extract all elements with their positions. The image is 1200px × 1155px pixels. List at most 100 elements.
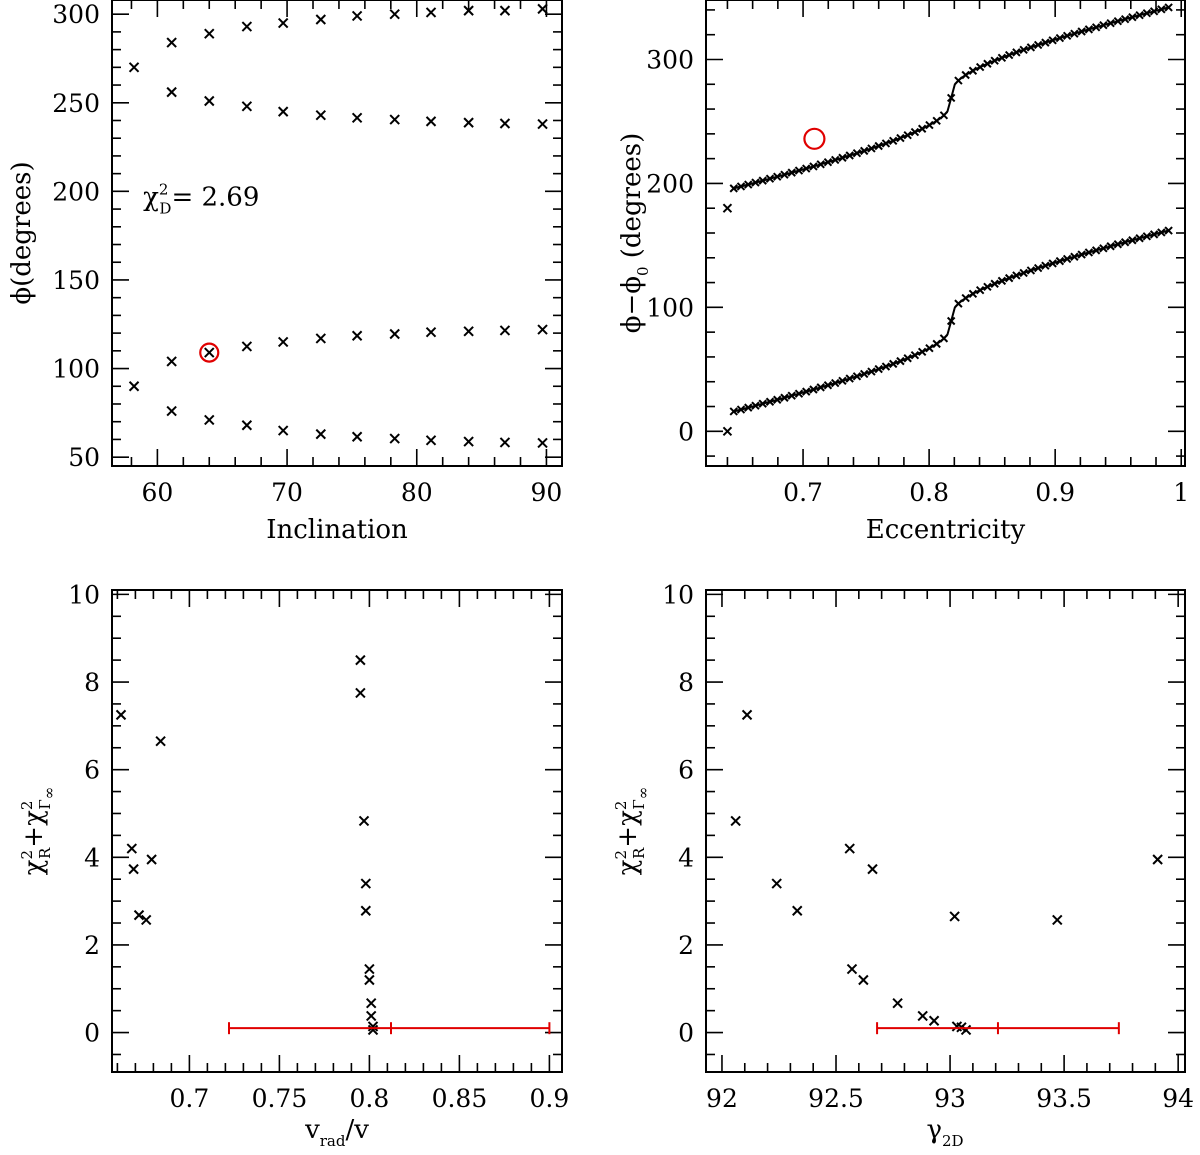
x-tick-label: 0.85 bbox=[432, 1084, 488, 1113]
data-point-b bbox=[844, 843, 855, 854]
data-point-b bbox=[771, 878, 782, 889]
lower-curve-point-b bbox=[1113, 240, 1123, 249]
upper-curve-point-b bbox=[874, 141, 883, 151]
y-label-sub-gamma: Γ bbox=[36, 799, 54, 809]
upper-curve-point-b bbox=[1120, 14, 1130, 24]
lower-curve-point-b bbox=[932, 339, 941, 349]
x-tick-label: 70 bbox=[271, 478, 303, 507]
y-tick-label: 8 bbox=[678, 668, 694, 697]
upper-curve-point-b bbox=[954, 76, 963, 85]
y-label-plus-chi: +χ bbox=[19, 810, 49, 848]
data-point-b bbox=[277, 425, 289, 436]
y-tick-label: 100 bbox=[52, 355, 100, 384]
lower-curve-point-b bbox=[990, 279, 999, 288]
lower-curve-point-b bbox=[1062, 254, 1072, 264]
data-point-b bbox=[166, 37, 177, 48]
y-tick-label: 150 bbox=[52, 266, 100, 295]
y-label-sub-r: R bbox=[36, 847, 54, 859]
data-point-b bbox=[126, 843, 138, 854]
upper-curve-point-b bbox=[823, 157, 833, 167]
plot-frame bbox=[705, 589, 1186, 1073]
data-point-b bbox=[425, 116, 437, 127]
y-tick-label: 10 bbox=[68, 580, 100, 609]
upper-curve-point-b bbox=[1070, 29, 1079, 38]
y-tick-label: 0 bbox=[678, 1019, 694, 1048]
upper-curve-point-b bbox=[990, 56, 999, 65]
lower-curve-point-b bbox=[881, 362, 891, 371]
lower-curve-point-b bbox=[975, 285, 985, 295]
chi-sub: D bbox=[159, 200, 171, 218]
lower-curve-point-b bbox=[802, 387, 811, 396]
data-point-b bbox=[463, 436, 474, 447]
lower-curve-point-b bbox=[1135, 234, 1144, 243]
data-point-b bbox=[204, 95, 215, 107]
x-tick-label: 90 bbox=[531, 478, 563, 507]
y-axis-label: ϕ−ϕ0 (degrees) bbox=[617, 133, 652, 334]
chi2-annotation: χ2 D= 2.69 bbox=[143, 181, 259, 218]
lower-curve-point-b bbox=[830, 378, 840, 388]
data-point-b bbox=[537, 3, 548, 15]
data-point-b bbox=[204, 414, 215, 426]
upper-curve-point-b bbox=[1142, 9, 1152, 18]
upper-curve-point-b bbox=[1033, 40, 1043, 50]
x-tick-label: 80 bbox=[401, 478, 433, 507]
lower-curve-point-b bbox=[968, 289, 978, 299]
data-point-b bbox=[355, 654, 366, 666]
y-axis-label: ϕ(degrees) bbox=[7, 161, 37, 304]
data-point-b bbox=[365, 997, 377, 1009]
lower-curve-point-b bbox=[888, 359, 898, 369]
upper-curve-point-b bbox=[1113, 16, 1123, 26]
x-tick-label: 92 bbox=[706, 1084, 738, 1113]
data-point-b bbox=[315, 109, 326, 121]
panel-inclination-phi: 60 70 80 90 50 100 150 200 250 300 Inclination ϕ(de… bbox=[7, 0, 563, 545]
data-point-b bbox=[351, 112, 363, 124]
chi-value: = 2.69 bbox=[171, 183, 259, 213]
y-axis-label: χ2R+χ2Γ∞ bbox=[612, 787, 652, 876]
upper-curve-point-b bbox=[1041, 38, 1050, 47]
x-tick-label: 0.8 bbox=[909, 478, 949, 507]
lower-curve-point-b bbox=[838, 376, 847, 386]
y-label-sup2: 2 bbox=[18, 801, 36, 811]
data-point-b bbox=[241, 21, 253, 32]
data-point-b bbox=[730, 815, 741, 827]
data-point-b bbox=[537, 118, 548, 130]
data-point-b bbox=[140, 914, 152, 926]
upper-curve-point-b bbox=[975, 62, 985, 72]
lower-curve-point-b bbox=[961, 293, 970, 303]
data-point-b bbox=[741, 709, 753, 721]
x-axis-label: Inclination bbox=[266, 515, 408, 545]
lower-curve-point-b bbox=[874, 364, 883, 374]
y-label-sub-inf: ∞ bbox=[40, 787, 58, 800]
lower-curve-point-b bbox=[823, 381, 833, 390]
data-point-b bbox=[499, 325, 511, 336]
data-point-b bbox=[792, 905, 803, 916]
plot-frame bbox=[111, 589, 563, 1073]
data-point-b bbox=[277, 17, 289, 29]
x-axis-label: Eccentricity bbox=[866, 515, 1026, 545]
upper-curve-point-b bbox=[758, 176, 767, 185]
data-point-b bbox=[277, 336, 289, 348]
x-tick-label: 0.75 bbox=[252, 1084, 308, 1113]
lower-curve-point-b bbox=[939, 334, 949, 343]
data-point-b bbox=[367, 1021, 379, 1032]
lower-curve-point-b bbox=[867, 367, 876, 376]
upper-curve-point-b bbox=[1012, 48, 1021, 57]
data-point-b bbox=[146, 854, 157, 865]
y-tick-label: 4 bbox=[84, 843, 100, 872]
y-label-sup2: 2 bbox=[612, 801, 630, 811]
data-point-b bbox=[1152, 854, 1163, 865]
data-point-b bbox=[499, 118, 511, 129]
y-tick-label: 200 bbox=[646, 169, 694, 198]
plot-frame bbox=[705, 0, 1186, 467]
data-point-b bbox=[389, 328, 400, 340]
lower-curve-point-b bbox=[809, 385, 818, 394]
x-label-main: γ bbox=[926, 1115, 942, 1145]
data-point-b bbox=[315, 428, 326, 440]
data-point-b bbox=[537, 324, 548, 335]
y-tick-label: 2 bbox=[84, 931, 100, 960]
data-point-b bbox=[867, 863, 878, 875]
upper-curve-point-b bbox=[896, 133, 905, 143]
upper-curve-point-b bbox=[917, 124, 927, 133]
lower-curve-point-b bbox=[1012, 271, 1021, 280]
